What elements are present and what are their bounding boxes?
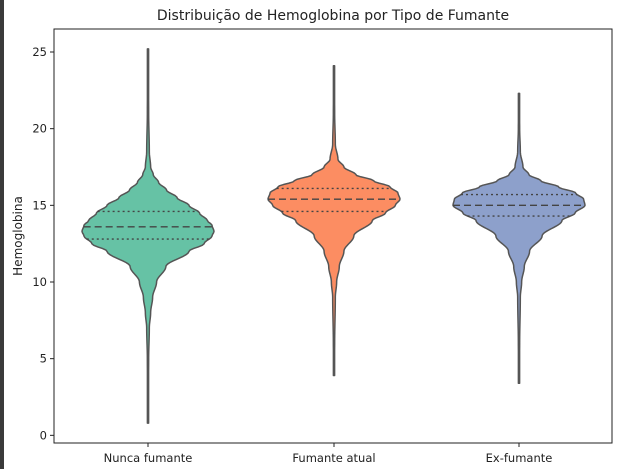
window-edge: [0, 0, 4, 469]
y-tick-label: 25: [32, 45, 47, 59]
chart-title: Distribuição de Hemoglobina por Tipo de …: [157, 8, 509, 24]
y-tick-label: 20: [32, 122, 47, 136]
violin-2: [267, 65, 401, 377]
x-tick-label: Ex-fumante: [486, 451, 553, 465]
y-tick-label: 15: [32, 198, 47, 212]
violin-body: [267, 65, 401, 377]
plot-frame: [53, 28, 613, 444]
y-tick-label: 10: [32, 275, 47, 289]
y-axis: 0 5 10 15 20 25: [32, 45, 54, 442]
x-tick-label: Nunca fumante: [104, 451, 193, 465]
violin-body: [452, 92, 586, 384]
y-tick-label: 5: [40, 352, 47, 366]
x-tick-label: Fumante atual: [292, 451, 375, 465]
x-axis: Nunca fumante Fumante atual Ex-fumante: [104, 443, 553, 465]
violin-body: [81, 48, 215, 424]
violin-3: [452, 92, 586, 384]
y-axis-label: Hemoglobina: [11, 196, 25, 276]
violin-1: [81, 48, 215, 424]
violins-group: [81, 48, 586, 424]
y-tick-label: 0: [40, 428, 47, 442]
